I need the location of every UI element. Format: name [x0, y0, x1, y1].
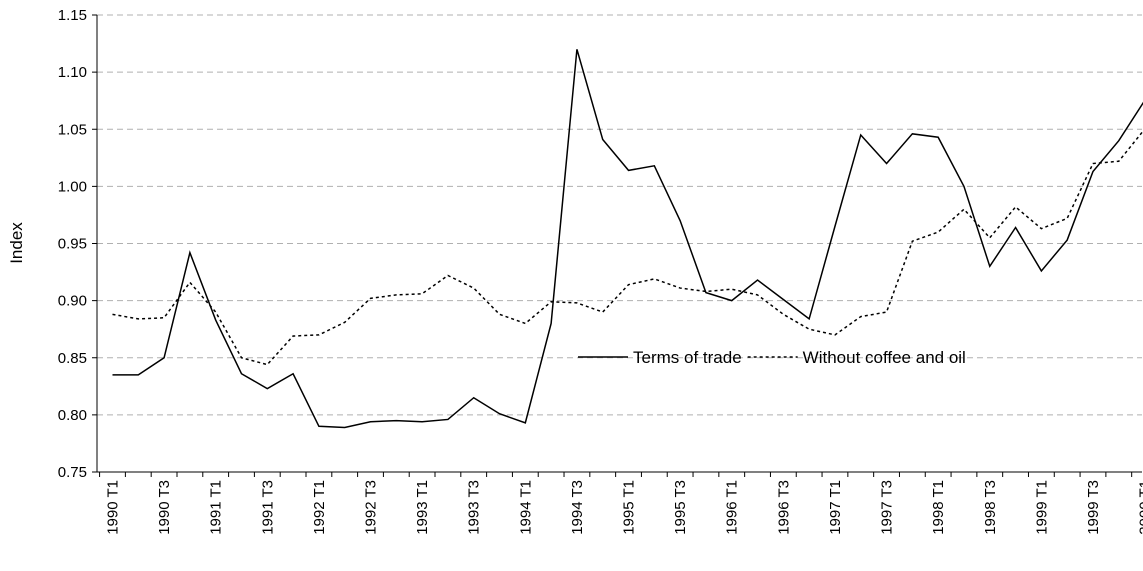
x-tick-label: 1995 T3 — [672, 480, 689, 535]
y-tick-label: 0.95 — [58, 236, 87, 253]
x-tick-label: 1990 T3 — [156, 480, 173, 535]
x-tick-label: 1990 T1 — [104, 480, 121, 535]
series-line — [112, 130, 1143, 366]
y-tick-label: 1.00 — [58, 178, 87, 195]
x-tick-label: 2000 T1 — [1137, 480, 1143, 535]
x-tick-label: 1997 T1 — [827, 480, 844, 535]
legend-label: Terms of trade — [633, 348, 742, 367]
y-tick-label: 0.90 — [58, 293, 87, 310]
y-tick-label: 0.75 — [58, 464, 87, 481]
y-tick-label: 0.85 — [58, 350, 87, 367]
x-tick-label: 1996 T3 — [775, 480, 792, 535]
x-tick-label: 1992 T3 — [363, 480, 380, 535]
y-tick-label: 0.80 — [58, 407, 87, 424]
x-tick-label: 1993 T1 — [414, 480, 431, 535]
x-tick-label: 1995 T1 — [621, 480, 638, 535]
x-tick-label: 1993 T3 — [466, 480, 483, 535]
y-tick-label: 1.15 — [58, 7, 87, 24]
x-tick-label: 1997 T3 — [879, 480, 896, 535]
x-tick-label: 1998 T1 — [930, 480, 947, 535]
y-axis-label: Index — [7, 222, 26, 264]
x-tick-label: 1998 T3 — [982, 480, 999, 535]
legend-label: Without coffee and oil — [803, 348, 966, 367]
x-tick-label: 1999 T3 — [1085, 480, 1102, 535]
x-tick-label: 1994 T1 — [517, 480, 534, 535]
y-tick-label: 1.05 — [58, 121, 87, 138]
x-tick-label: 1991 T1 — [208, 480, 225, 535]
x-tick-label: 1992 T1 — [311, 480, 328, 535]
x-tick-label: 1996 T1 — [724, 480, 741, 535]
x-tick-label: 1999 T1 — [1033, 480, 1050, 535]
series-line — [112, 49, 1143, 429]
x-tick-label: 1991 T3 — [259, 480, 276, 535]
y-tick-label: 1.10 — [58, 64, 87, 81]
x-tick-label: 1994 T3 — [569, 480, 586, 535]
